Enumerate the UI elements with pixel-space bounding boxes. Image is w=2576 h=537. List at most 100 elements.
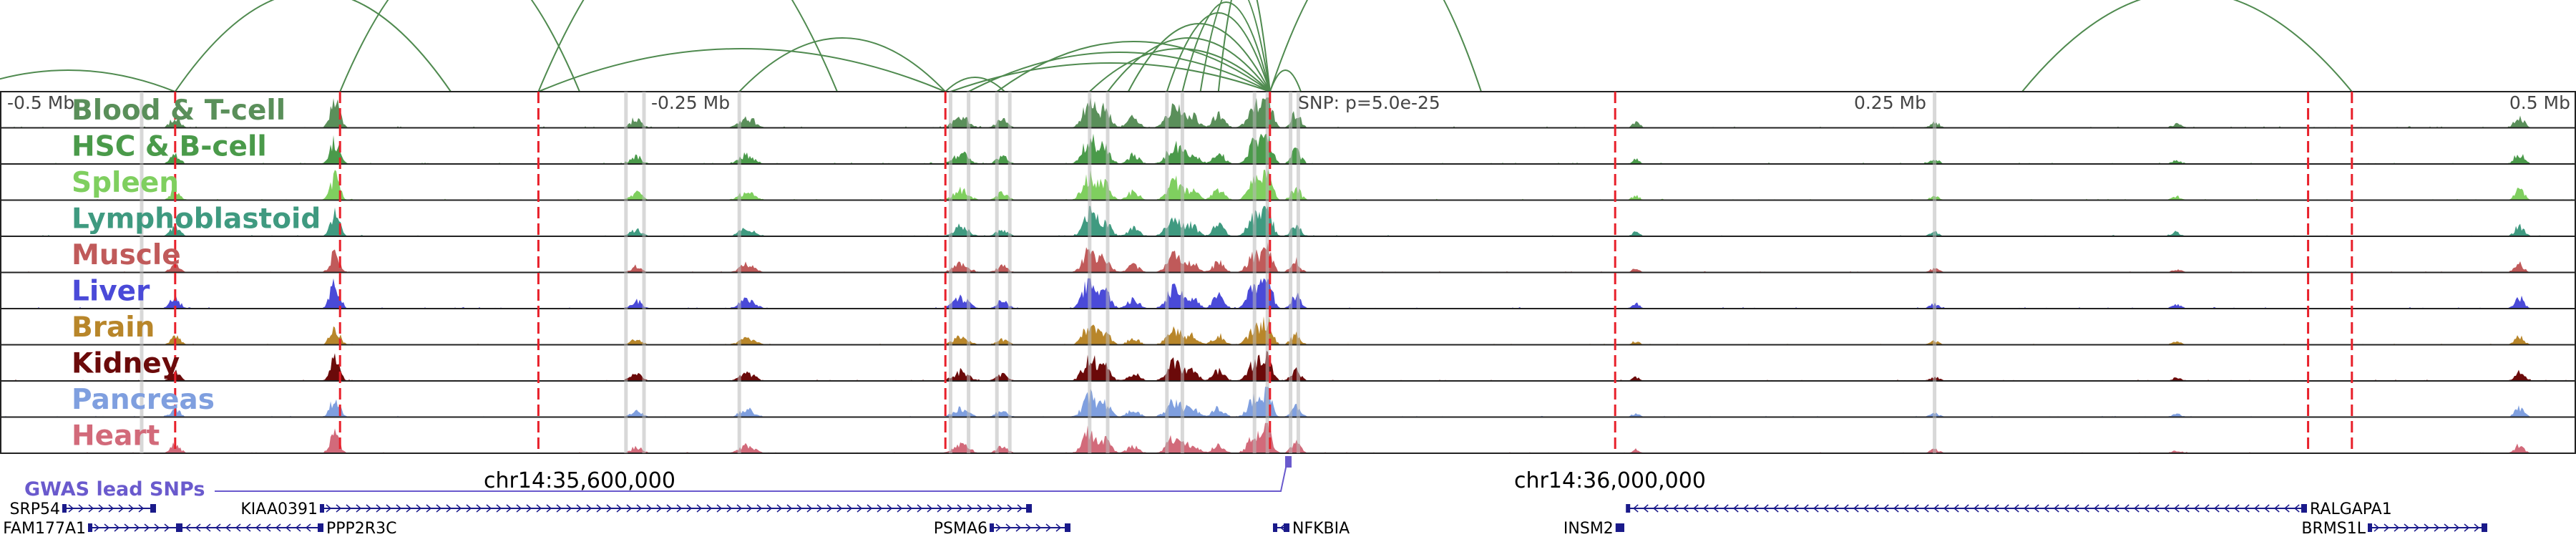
strand-chevron <box>2274 504 2280 513</box>
strand-chevron <box>235 523 241 532</box>
strand-chevron <box>1933 504 1939 513</box>
strand-chevron <box>225 523 231 532</box>
strand-chevron <box>616 504 623 513</box>
strand-chevron <box>396 504 402 513</box>
gene-exon <box>150 504 156 513</box>
strand-chevron <box>1994 504 1999 513</box>
signal-pancreas <box>0 387 2576 417</box>
strand-chevron <box>406 504 412 513</box>
interaction-arc-15 <box>1199 0 1271 92</box>
signal-muscle <box>0 242 2576 273</box>
strand-chevron <box>897 504 903 513</box>
strand-chevron <box>1943 504 1949 513</box>
strand-chevron <box>2284 504 2290 513</box>
gene-psma6: PSMA6 <box>934 520 1070 537</box>
strand-chevron <box>1793 504 1799 513</box>
interaction-arc-18 <box>1269 0 1482 92</box>
strand-chevron <box>1673 504 1679 513</box>
strand-chevron <box>1823 504 1829 513</box>
strand-chevron <box>937 504 943 513</box>
strand-chevron <box>2164 504 2170 513</box>
track-label-4: Muscle <box>72 239 181 271</box>
coordinate-label-1: chr14:36,000,000 <box>1514 468 1706 493</box>
interaction-arc-2 <box>339 0 580 92</box>
strand-chevron <box>857 504 863 513</box>
gene-exon <box>2482 523 2487 532</box>
axis-tick-layer: -0.5 Mb -0.25 Mb 0.25 Mb 0.5 Mb SNP: p=5.0e-… <box>7 92 2570 113</box>
strand-chevron <box>1693 504 1699 513</box>
strand-chevron <box>1663 504 1669 513</box>
relative-tick-label-0: -0.5 Mb <box>7 92 74 113</box>
strand-chevron <box>2114 504 2119 513</box>
strand-chevron <box>1833 504 1839 513</box>
gene-label: PSMA6 <box>934 520 987 537</box>
gwas-connector <box>215 457 1289 492</box>
lead-snp-label: SNP: p=5.0e-25 <box>1298 92 1440 113</box>
strand-chevron <box>2194 504 2200 513</box>
strand-chevron <box>456 504 462 513</box>
strand-chevron <box>98 504 104 513</box>
strand-chevron <box>2224 504 2230 513</box>
strand-chevron <box>995 523 1002 532</box>
strand-chevron <box>255 523 261 532</box>
strand-chevron <box>2184 504 2190 513</box>
strand-chevron <box>2384 523 2390 532</box>
strand-chevron <box>2373 523 2380 532</box>
strand-chevron <box>927 504 933 513</box>
gene-exon <box>1615 523 1620 532</box>
strand-chevron <box>686 504 693 513</box>
gene-exon <box>990 523 994 532</box>
interaction-arc-13 <box>1166 12 1271 92</box>
strand-chevron <box>2254 504 2260 513</box>
strand-chevron <box>245 523 251 532</box>
gene-nfkbia: NFKBIA <box>1273 520 1350 537</box>
interaction-arc-17 <box>1269 69 1302 92</box>
strand-chevron <box>1723 504 1729 513</box>
strand-chevron <box>2214 504 2220 513</box>
gene-exon <box>1273 523 1277 532</box>
strand-chevron <box>2064 504 2069 513</box>
strand-chevron <box>1015 523 1022 532</box>
strand-chevron <box>2474 523 2480 532</box>
strand-chevron <box>1893 504 1899 513</box>
strand-chevron <box>376 504 382 513</box>
interaction-arc-3 <box>538 48 946 92</box>
strand-chevron <box>416 504 422 513</box>
strand-chevron <box>1045 523 1052 532</box>
strand-chevron <box>366 504 372 513</box>
signal-heart <box>0 422 2576 453</box>
strand-chevron <box>134 523 140 532</box>
gene-label: RALGAPA1 <box>2310 500 2392 518</box>
strand-chevron <box>446 504 452 513</box>
strand-chevron <box>336 504 342 513</box>
strand-chevron <box>676 504 683 513</box>
strand-chevron <box>2434 523 2440 532</box>
strand-chevron <box>947 504 953 513</box>
gwas-snp-marker <box>1285 456 1292 468</box>
strand-chevron <box>596 504 602 513</box>
strand-chevron <box>265 523 271 532</box>
strand-chevron <box>2144 504 2150 513</box>
gene-exon <box>88 523 92 532</box>
strand-chevron <box>346 504 352 513</box>
signal-kidney <box>0 350 2576 381</box>
strand-chevron <box>826 504 833 513</box>
interaction-arc-1 <box>174 0 452 92</box>
gene-exon <box>1026 504 1032 513</box>
track-label-1: HSC & B-cell <box>72 131 267 163</box>
strand-chevron <box>666 504 673 513</box>
strand-chevron <box>1953 504 1959 513</box>
strand-chevron <box>1813 504 1819 513</box>
relative-tick-label-2: 0.25 Mb <box>1854 92 1926 113</box>
strand-chevron <box>877 504 883 513</box>
strand-chevron <box>536 504 542 513</box>
gene-fam177a1: FAM177A1 <box>3 520 182 537</box>
gene-exon <box>2301 504 2307 513</box>
strand-chevron <box>796 504 803 513</box>
gene-exon <box>320 504 324 513</box>
gene-exon <box>2368 523 2372 532</box>
track-label-layer: Blood & T-cell HSC & B-cell Spleen Lymphobl… <box>72 95 321 453</box>
strand-chevron <box>1843 504 1849 513</box>
interaction-arc-6 <box>945 77 1005 92</box>
strand-chevron <box>2034 504 2039 513</box>
